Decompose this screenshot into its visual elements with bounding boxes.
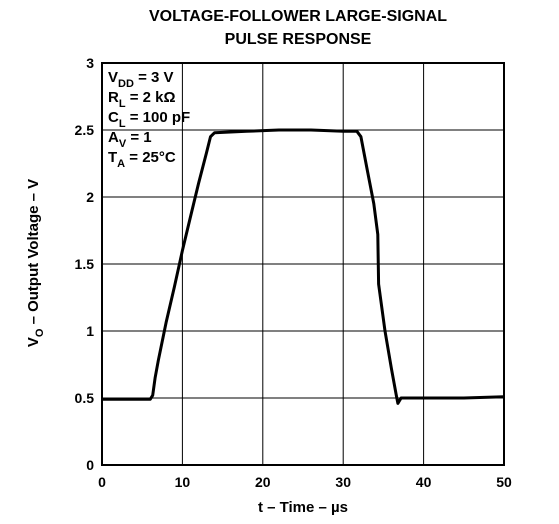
y-axis-label-prefix: V [25, 337, 42, 347]
x-tick-label: 30 [335, 474, 351, 490]
x-axis-ticks: 0 10 20 30 40 50 [98, 474, 512, 490]
x-tick-label: 0 [98, 474, 106, 490]
x-tick-label: 20 [255, 474, 271, 490]
condition-text: AV = 1 [108, 129, 152, 150]
chart-title-line-1: VOLTAGE-FOLLOWER LARGE-SIGNAL [149, 8, 447, 25]
x-tick-label: 50 [496, 474, 512, 490]
y-axis-ticks: 0 0.5 1 1.5 2 2.5 3 [75, 55, 95, 473]
condition-text: RL = 2 kΩ [108, 89, 176, 110]
y-axis-label: VO – Output Voltage – V [25, 179, 46, 347]
plot-frame [101, 62, 505, 466]
y-axis-label-suffix: – Output Voltage – V [25, 179, 42, 329]
x-axis-label: t – Time – µs [258, 499, 348, 516]
y-tick-label: 2.5 [75, 122, 95, 138]
y-tick-label: 3 [86, 55, 94, 71]
chart-title-line-2: PULSE RESPONSE [225, 31, 372, 48]
y-axis-label-sub: O [34, 328, 46, 337]
y-tick-label: 1.5 [75, 256, 95, 272]
output-voltage-series [102, 128, 505, 405]
y-tick-label: 1 [86, 323, 94, 339]
x-tick-label: 10 [175, 474, 191, 490]
y-tick-label: 0.5 [75, 390, 95, 406]
y-tick-label: 0 [86, 457, 94, 473]
x-tick-label: 40 [416, 474, 432, 490]
y-tick-label: 2 [86, 189, 94, 205]
condition-text: VDD = 3 V [108, 69, 174, 90]
condition-text: TA = 25°C [108, 149, 176, 170]
condition-text: CL = 100 pF [108, 109, 190, 130]
